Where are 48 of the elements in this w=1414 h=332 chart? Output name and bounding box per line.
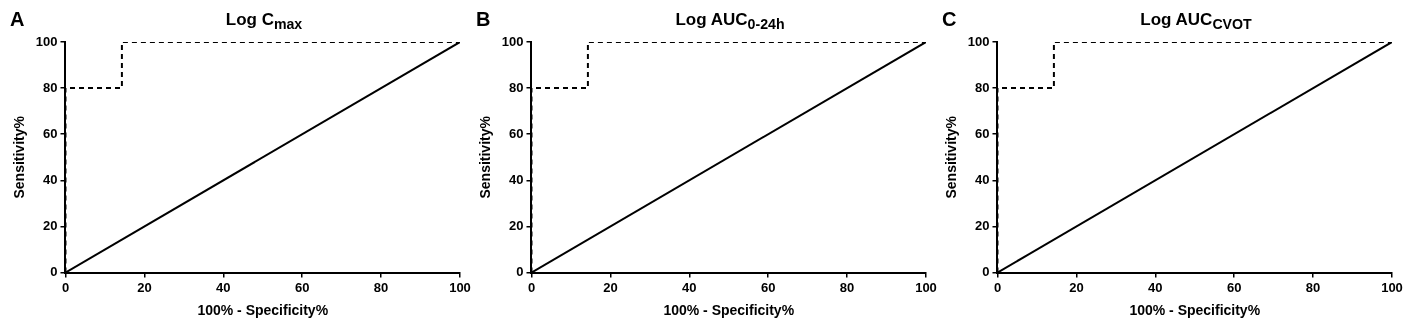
y-tick-label: 0 bbox=[50, 264, 58, 280]
y-tick-label: 60 bbox=[509, 125, 524, 141]
x-tick-label: 60 bbox=[760, 279, 776, 295]
y-tick-label: 100 bbox=[501, 33, 524, 49]
x-tick-label: 0 bbox=[993, 279, 1002, 295]
x-tick-label: 80 bbox=[373, 279, 389, 295]
y-tick-label: 20 bbox=[975, 218, 990, 234]
y-axis-title: Sensitivity% bbox=[477, 115, 494, 199]
chart-title: Log AUC$_{CVOT}$ bbox=[1139, 10, 1253, 33]
x-tick-label: 80 bbox=[839, 279, 855, 295]
x-axis-title: 100% - Specificity% bbox=[663, 302, 795, 319]
x-tick-label: 60 bbox=[294, 279, 310, 295]
y-tick-label: 40 bbox=[975, 171, 990, 187]
y-tick-label: 0 bbox=[516, 264, 524, 280]
x-axis-title: 100% - Specificity% bbox=[1129, 302, 1261, 319]
x-tick-label: 20 bbox=[1069, 279, 1084, 295]
y-tick-label: 20 bbox=[509, 218, 524, 234]
x-tick-label: 40 bbox=[1148, 279, 1163, 295]
y-tick-label: 80 bbox=[43, 79, 58, 95]
y-tick-label: 40 bbox=[509, 171, 524, 187]
chart-title: Log AUC$_{0-24h}$ bbox=[674, 10, 786, 33]
y-tick-label: 100 bbox=[35, 33, 58, 49]
y-tick-label: 0 bbox=[982, 264, 990, 280]
x-tick-label: 40 bbox=[216, 279, 231, 295]
x-tick-label: 100 bbox=[1381, 279, 1403, 295]
x-tick-label: 100 bbox=[449, 279, 471, 295]
x-tick-label: 0 bbox=[527, 279, 536, 295]
x-tick-label: 100 bbox=[915, 279, 937, 295]
chart-title: Log C$_{max}$ bbox=[224, 10, 304, 33]
x-tick-label: 40 bbox=[682, 279, 697, 295]
y-axis-title: Sensitivity% bbox=[11, 115, 28, 199]
x-tick-label: 20 bbox=[137, 279, 152, 295]
x-tick-label: 20 bbox=[603, 279, 618, 295]
y-tick-label: 40 bbox=[43, 171, 58, 187]
x-tick-label: 80 bbox=[1305, 279, 1321, 295]
y-axis-title: Sensitivity% bbox=[943, 115, 960, 199]
y-tick-label: 60 bbox=[975, 125, 990, 141]
y-tick-label: 20 bbox=[43, 218, 58, 234]
text: B bbox=[476, 8, 491, 31]
x-tick-label: 60 bbox=[1226, 279, 1242, 295]
y-tick-label: 80 bbox=[509, 79, 524, 95]
y-tick-label: 60 bbox=[43, 125, 58, 141]
y-tick-label: 100 bbox=[967, 33, 990, 49]
x-axis-title: 100% - Specificity% bbox=[197, 302, 329, 319]
text: A bbox=[10, 8, 25, 31]
y-tick-label: 80 bbox=[975, 79, 990, 95]
text: C bbox=[942, 8, 957, 31]
x-tick-label: 0 bbox=[61, 279, 70, 295]
